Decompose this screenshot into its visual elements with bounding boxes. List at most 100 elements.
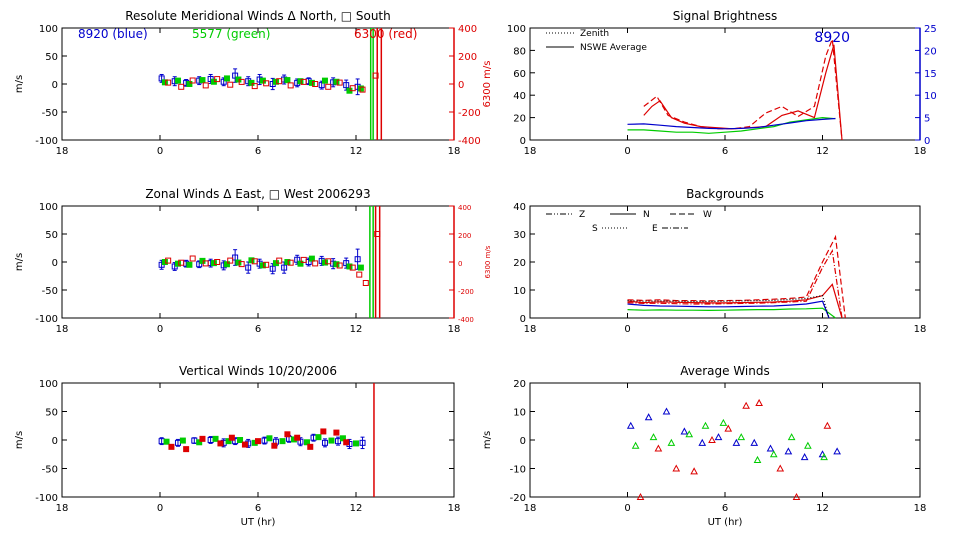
backgrounds-series-1 <box>627 234 846 319</box>
vertical-point-5577 <box>279 438 286 445</box>
brightness-xtick-label: 18 <box>914 146 927 157</box>
average-point-8920 <box>714 433 723 441</box>
average-point-5577 <box>667 438 676 446</box>
backgrounds-xtick-label: 6 <box>722 324 728 335</box>
meridional-point-8920 <box>232 72 239 79</box>
backgrounds-ytick-label: 0 <box>520 314 526 325</box>
vertical-point-6300 <box>241 441 248 448</box>
backgrounds-ytick-label: 10 <box>513 286 526 297</box>
brightness-ytick-label: 60 <box>513 69 526 80</box>
average-xlabel: UT (hr) <box>708 517 743 528</box>
average-point-8920 <box>732 438 741 446</box>
average-frame <box>529 382 921 498</box>
vertical-xtick-label: 18 <box>448 503 461 514</box>
zonal-point-6300 <box>336 262 343 269</box>
meridional-frame <box>61 27 455 141</box>
vertical-point-8920 <box>297 438 304 445</box>
meridional-annotation-blue: 8920 (blue) <box>78 27 148 41</box>
zonal-y2tick-label: 0 <box>458 260 462 268</box>
zonal-ytick-label: -100 <box>35 314 58 325</box>
zonal-point-5577 <box>297 260 304 267</box>
average-point-6300 <box>755 398 763 406</box>
brightness-annotation: 8920 <box>814 30 850 46</box>
backgrounds-series-0 <box>627 283 843 319</box>
zonal-point-8920 <box>281 264 288 271</box>
meridional-point-5577 <box>272 78 279 85</box>
meridional-y2tick-label: 200 <box>458 52 477 63</box>
zonal-point-5577 <box>174 260 181 267</box>
average-point-8920 <box>680 427 689 435</box>
zonal-point-5577 <box>333 261 340 268</box>
vertical-point-6300 <box>271 442 278 449</box>
average-point-6300 <box>708 435 716 443</box>
meridional-annotation-green: 5577 (green) <box>192 27 270 41</box>
meridional-point-6300 <box>227 81 234 88</box>
vertical-point-5577 <box>339 435 346 442</box>
vertical-point-6300 <box>168 443 175 450</box>
average-point-8920 <box>626 421 635 429</box>
zonal-point-5577 <box>346 263 353 270</box>
brightness-xtick-label: 18 <box>524 146 537 157</box>
meridional-point-6300 <box>251 83 258 90</box>
brightness-legend-label: NSWE Average <box>580 43 647 53</box>
average-point-5577 <box>769 450 778 458</box>
average-xtick-label: 6 <box>722 503 728 514</box>
zonal-point-8920 <box>245 264 252 271</box>
zonal-point-6300 <box>374 231 381 237</box>
vertical-point-5577 <box>353 440 359 447</box>
meridional-point-5577 <box>223 75 230 82</box>
zonal-point-6300 <box>362 280 369 286</box>
meridional-y2tick-label: -200 <box>458 108 481 119</box>
average-xtick-label: 12 <box>816 503 829 514</box>
vertical-ytick-label: 0 <box>52 436 58 447</box>
vertical-ytick-label: -100 <box>35 493 58 504</box>
meridional-point-6300 <box>178 83 185 90</box>
vertical-point-5577 <box>212 435 219 442</box>
meridional-point-5577 <box>248 79 255 86</box>
brightness-ytick-label: 80 <box>513 46 526 57</box>
meridional-point-5577 <box>321 77 328 84</box>
zonal-ytick-label: -50 <box>42 286 58 297</box>
backgrounds-legend-label: N <box>643 210 650 220</box>
backgrounds-ytick-label: 20 <box>513 258 526 269</box>
zonal-panel <box>61 205 455 319</box>
vertical-point-5577 <box>179 437 186 444</box>
vertical-point-8920 <box>359 439 366 446</box>
zonal-point-6300 <box>227 257 234 264</box>
backgrounds-legend-label: E <box>652 224 658 234</box>
meridional-annotation-red: 6300 (red) <box>354 27 417 41</box>
backgrounds-series-3 <box>627 307 836 319</box>
vertical-ytick-label: 100 <box>39 379 58 390</box>
vertical-point-8920 <box>321 439 328 446</box>
meridional-panel <box>61 27 455 141</box>
vertical-point-6300 <box>294 434 301 441</box>
zonal-xtick-label: 18 <box>56 324 69 335</box>
average-point-5577 <box>685 430 694 438</box>
average-panel <box>529 382 921 500</box>
zonal-y2tick-label: 200 <box>458 232 471 240</box>
brightness-y2tick-label: 25 <box>924 24 937 35</box>
zonal-point-6300 <box>325 258 332 265</box>
average-title: Average Winds <box>680 364 770 378</box>
meridional-xtick-label: 6 <box>255 146 261 157</box>
zonal-point-6300 <box>356 271 363 278</box>
zonal-point-6300 <box>251 258 258 265</box>
meridional-ytick-label: 0 <box>52 80 58 91</box>
vertical-point-5577 <box>266 435 273 442</box>
brightness-xtick-label: 6 <box>722 146 728 157</box>
meridional-point-5577 <box>186 81 193 87</box>
brightness-xtick-label: 12 <box>816 146 829 157</box>
zonal-ytick-label: 50 <box>45 230 58 241</box>
backgrounds-frame <box>529 205 921 319</box>
vertical-point-6300 <box>199 435 206 442</box>
vertical-point-6300 <box>255 438 261 445</box>
meridional-point-6300 <box>325 83 332 90</box>
meridional-point-5577 <box>199 77 206 84</box>
meridional-y2label: 6300 m/s <box>482 61 493 108</box>
average-point-5577 <box>787 433 796 441</box>
meridional-point-6300 <box>312 81 319 87</box>
meridional-point-5577 <box>308 79 315 86</box>
zonal-point-8920 <box>294 256 301 263</box>
average-point-5577 <box>737 433 746 441</box>
